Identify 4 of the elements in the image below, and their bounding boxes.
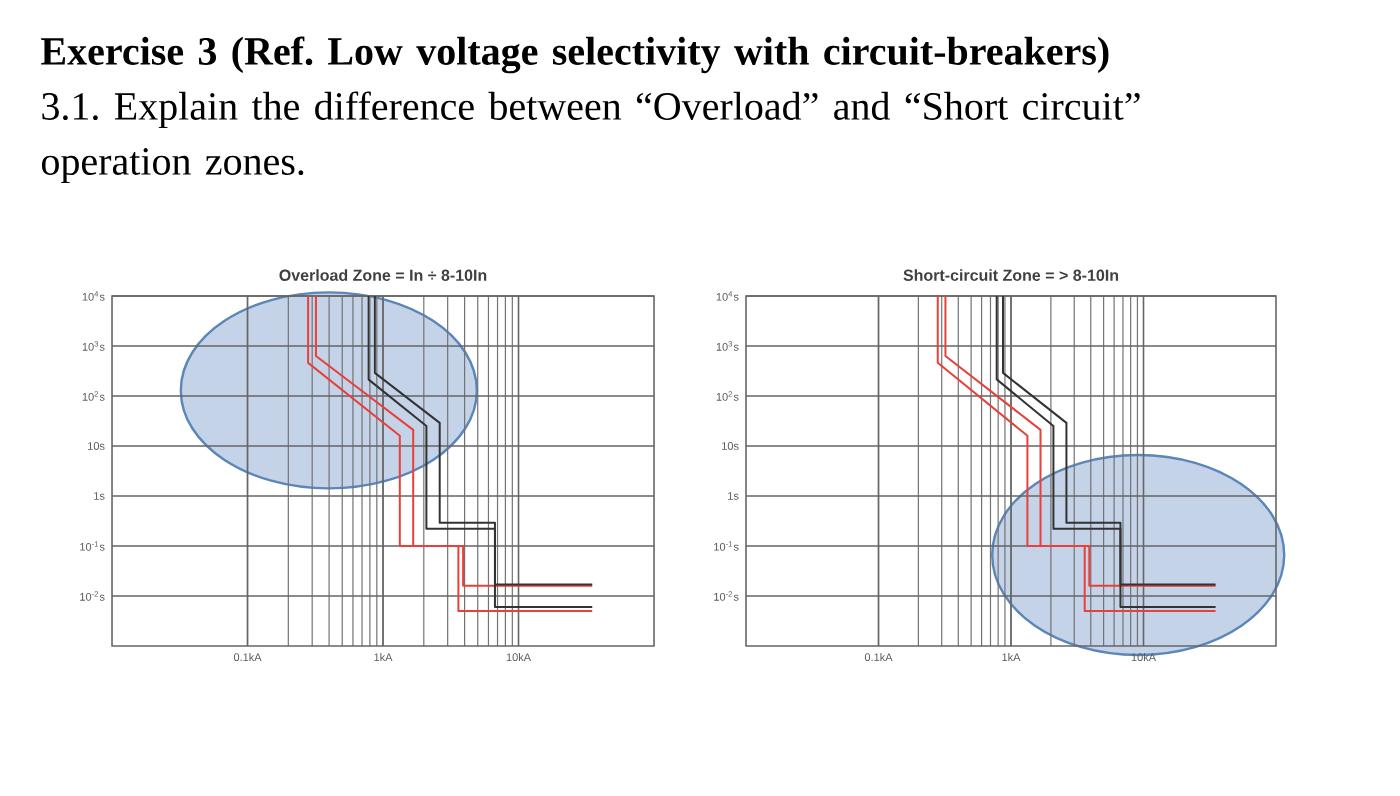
text: 3.1. Explain the difference between “Overload” and “Short circuit” operation zones. <box>41 91 1140 184</box>
chart-title: Short-circuit Zone = > 8-10In <box>903 269 1119 281</box>
chart-title: Overload Zone = In ÷ 8-10In <box>279 269 487 281</box>
text: Exercise 3 (Ref. Low voltage selectivity with circuit-breakers) <box>41 36 1109 74</box>
